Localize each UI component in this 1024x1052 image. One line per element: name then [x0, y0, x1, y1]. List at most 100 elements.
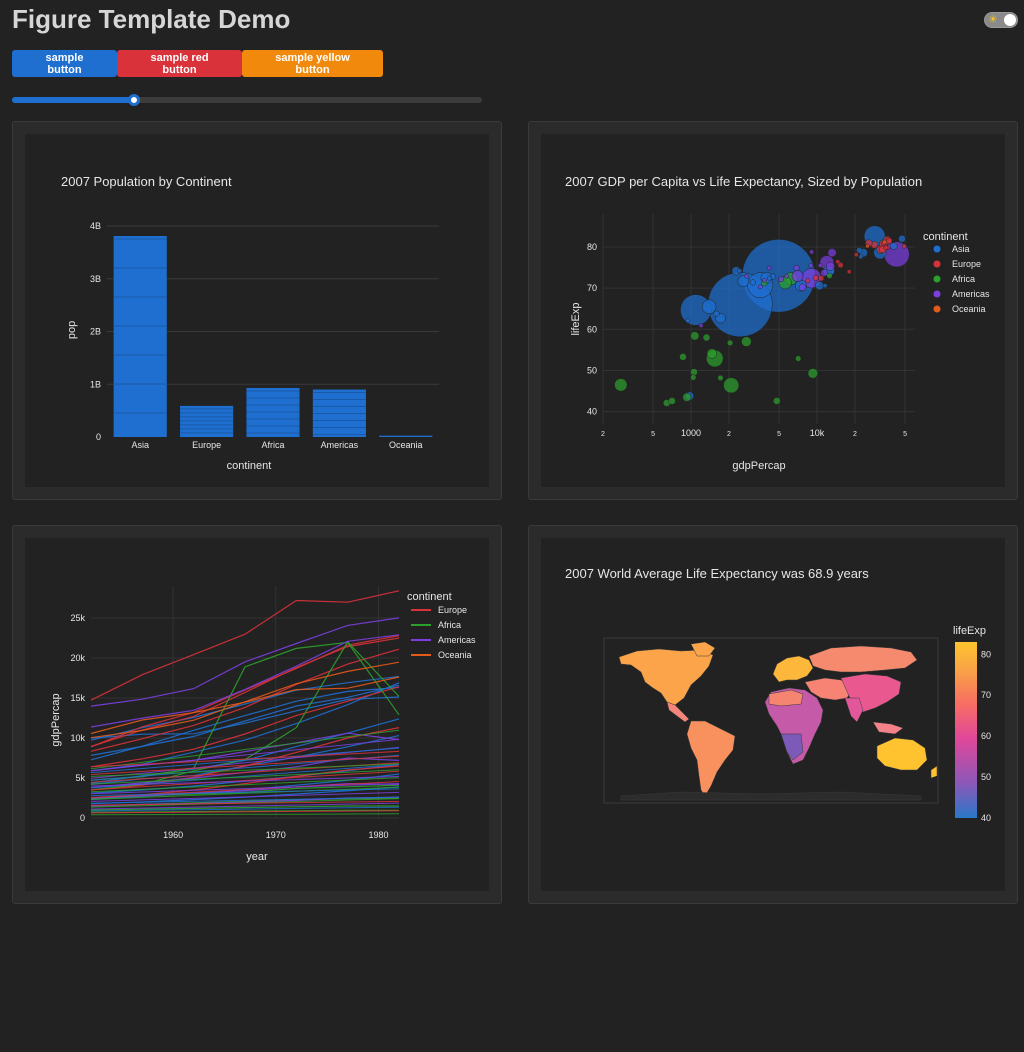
sample-button[interactable]: sample button: [12, 50, 117, 77]
scatter-legend-entry: Asia: [952, 244, 970, 254]
line-background-series: [90, 813, 400, 816]
scatter-ytick-label: 50: [587, 365, 597, 375]
bar-rect: [113, 236, 167, 437]
scatter-point-africa: [690, 331, 700, 341]
scatter-point-asia: [713, 310, 720, 317]
line-xtick-label: 1980: [368, 830, 388, 840]
scatter-point-europe: [853, 252, 859, 258]
gdp-life-chart-card: 2007 GDP per Capita vs Life Expectancy, …: [528, 121, 1018, 500]
line-chart-xlabel: year: [246, 851, 268, 863]
scatter-point-africa: [690, 374, 697, 381]
map-region-central-america: [666, 701, 690, 723]
sun-moon-icon: ☀: [988, 14, 998, 26]
bar-oceania: [379, 435, 433, 437]
scatter-point-americas: [766, 265, 772, 271]
bar-rect: [180, 405, 234, 437]
scatter-chart-xlabel: gdpPercap: [732, 460, 785, 472]
scatter-point-africa: [717, 374, 724, 381]
scatter-point-africa: [668, 397, 676, 405]
scatter-point-africa: [807, 368, 818, 379]
line-series-asia: [90, 684, 400, 756]
scatter-point-africa: [795, 355, 802, 362]
scatter-point-europe: [835, 259, 841, 265]
line-legend-title: continent: [407, 591, 452, 603]
line-background-series: [90, 729, 400, 770]
colorbar: [955, 642, 977, 818]
scatter-point-africa: [679, 353, 687, 361]
scatter-point-americas: [757, 284, 763, 290]
map-region-antarctica: [620, 791, 922, 801]
toggle-knob[interactable]: [1004, 14, 1016, 26]
scatter-point-oceania: [865, 243, 870, 249]
scatter-point-americas: [825, 261, 835, 271]
bar-ytick-label: 3B: [90, 274, 101, 284]
scatter-point-europe: [805, 278, 811, 284]
scatter-point-americas: [793, 264, 800, 271]
line-legend-entry: Americas: [438, 635, 476, 645]
line-series-europe: [90, 637, 400, 748]
bar-europe: [180, 405, 234, 437]
map-region-north-africa: [768, 689, 804, 707]
scatter-legend-entry: Africa: [952, 274, 975, 284]
scatter-point-asia: [685, 318, 691, 323]
line-ytick-label: 20k: [70, 653, 85, 663]
line-series-americas: [90, 634, 400, 728]
line-background-series: [90, 769, 400, 785]
scatter-point-europe: [886, 237, 893, 244]
life-expectancy-map-plot: 2007 World Average Life Expectancy was 6…: [541, 538, 1005, 891]
gdp-life-scatter-chart: 2007 GDP per Capita vs Life Expectancy, …: [565, 174, 990, 472]
scatter-point-americas: [817, 263, 823, 268]
line-background-series: [90, 755, 400, 775]
line-background-series: [90, 775, 400, 787]
line-background-series: [90, 796, 400, 804]
bar-africa: [246, 387, 300, 437]
scatter-xtick-label: 5: [651, 431, 655, 438]
scatter-ytick-label: 40: [587, 407, 597, 417]
bar-chart-xlabel: continent: [227, 460, 272, 472]
line-xtick-label: 1960: [163, 830, 183, 840]
bar-xtick-label: Africa: [261, 440, 284, 450]
colorbar-tick-label: 60: [981, 731, 991, 741]
scatter-point-americas: [784, 273, 789, 279]
scatter-point-americas: [798, 283, 807, 292]
line-background-series: [90, 750, 400, 768]
scatter-chart-ylabel: lifeExp: [570, 302, 582, 335]
theme-toggle-switch[interactable]: ☀: [984, 12, 1018, 28]
line-ytick-label: 25k: [70, 613, 85, 623]
colorbar-tick-label: 40: [981, 813, 991, 823]
scatter-point-europe: [901, 243, 907, 249]
scatter-point-americas: [808, 263, 814, 268]
scatter-point-africa: [702, 333, 711, 342]
slider-thumb[interactable]: [128, 94, 141, 106]
line-xtick-label: 1970: [266, 830, 286, 840]
scatter-point-africa: [682, 392, 692, 402]
scatter-xtick-label: 2: [727, 431, 731, 438]
line-background-series: [90, 802, 400, 810]
scatter-legend-marker: [933, 305, 941, 313]
scatter-legend-marker: [933, 245, 941, 253]
map-region-new-zealand: [930, 765, 938, 779]
value-slider[interactable]: [12, 94, 482, 106]
colorbar-title: lifeExp: [953, 625, 986, 637]
slider-track[interactable]: [12, 97, 482, 103]
scatter-legend-marker: [933, 275, 941, 283]
line-series-oceania: [90, 676, 400, 735]
scatter-point-americas: [791, 270, 804, 283]
population-chart-card: 2007 Population by Continent continent p…: [12, 121, 502, 500]
line-background-series: [90, 747, 400, 774]
scatter-point-americas: [744, 273, 749, 279]
map-region-indonesia: [872, 721, 904, 735]
world-map-countries: [618, 641, 938, 801]
map-region-africa: [764, 687, 824, 765]
scatter-xtick-label: 2: [601, 431, 605, 438]
scatter-point-europe: [837, 262, 844, 269]
map-region-russia: [808, 645, 918, 673]
scatter-legend-entry: Europe: [952, 259, 981, 269]
sample-red-button[interactable]: sample red button: [117, 50, 242, 77]
map-region-north-america: [618, 648, 714, 706]
map-region-south-america: [686, 720, 736, 797]
line-series-americas: [90, 617, 400, 707]
life-expectancy-choropleth-map: 2007 World Average Life Expectancy was 6…: [565, 566, 991, 823]
sample-yellow-button[interactable]: sample yellow button: [242, 50, 383, 77]
scatter-point-asia: [856, 247, 863, 254]
